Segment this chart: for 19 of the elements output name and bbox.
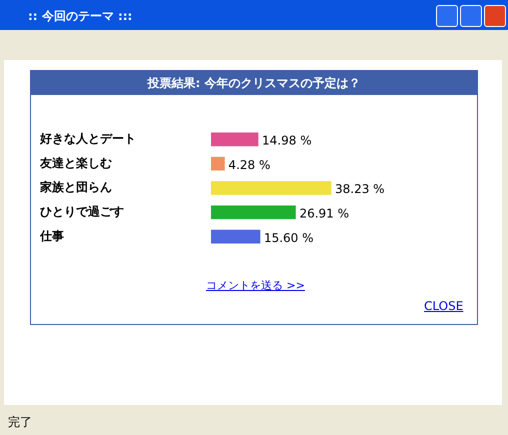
chart-title: 投票結果: 今年のクリスマスの予定は？ (31, 71, 477, 95)
y-tick-label: ひとりで過ごす (40, 204, 124, 218)
data-label: 26.91 % (299, 206, 350, 220)
bar (211, 156, 225, 171)
bar (211, 132, 258, 146)
data-label: 15.60 % (264, 230, 314, 245)
data-label: 14.98 % (262, 133, 312, 148)
y-tick-label: 友達と楽しむ (39, 156, 112, 170)
text: 完了 (8, 414, 32, 431)
text: コメントを送る >> (206, 278, 305, 293)
bar (211, 230, 260, 244)
text: CLOSE (424, 299, 464, 313)
y-tick-label: 家族と団らん (39, 180, 112, 194)
y-tick-label: 好きな人とデート (39, 131, 136, 146)
bar (211, 181, 332, 195)
data-label: 38.23 % (335, 182, 385, 196)
bar (211, 205, 296, 220)
text: :: 今回のテーマ ::: (28, 8, 132, 25)
data-label: 4.28 % (228, 158, 270, 172)
